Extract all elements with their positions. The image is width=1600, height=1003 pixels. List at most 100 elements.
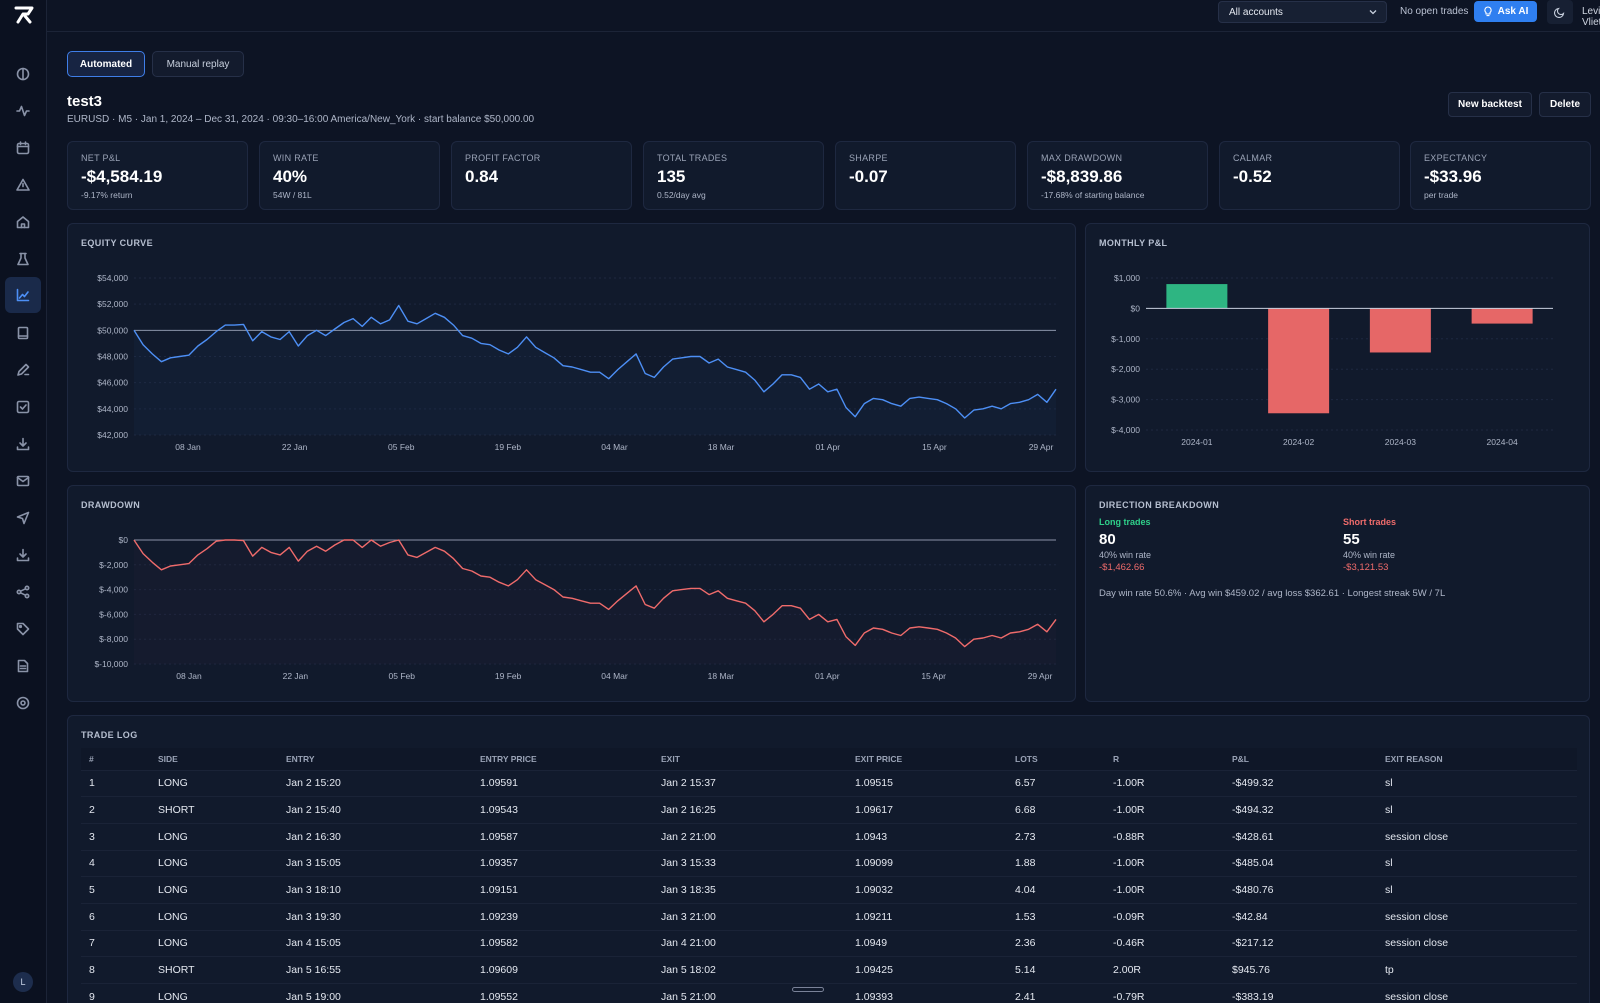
table-cell: -$480.76: [1224, 876, 1377, 904]
sidebar-item-chart[interactable]: [5, 277, 41, 313]
open-trades-status: No open trades: [1400, 6, 1469, 17]
table-cell: session close: [1377, 983, 1577, 1003]
table-row[interactable]: 1 LONG Jan 2 15:20 1.09591 Jan 2 15:37 1.0951…: [81, 769, 1577, 797]
x-tick-label: 22 Jan: [283, 671, 309, 681]
sidebar-item-send[interactable]: [11, 506, 35, 530]
column-header[interactable]: ENTRY PRICE: [472, 748, 653, 770]
stat-label: MAX DRAWDOWN: [1041, 153, 1123, 163]
column-header[interactable]: P&L: [1224, 748, 1377, 770]
long-pnl: -$1,462.66: [1099, 562, 1145, 573]
sidebar-item-notebook[interactable]: [11, 321, 35, 345]
table-cell: -1.00R: [1105, 769, 1224, 797]
document-icon: [17, 659, 29, 673]
user-avatar[interactable]: L: [13, 972, 33, 992]
table-cell: session close: [1377, 902, 1577, 931]
sidebar-item-target[interactable]: [11, 691, 35, 715]
stat-value: 135: [657, 167, 686, 186]
sidebar-item-mail[interactable]: [11, 469, 35, 493]
column-header[interactable]: ENTRY: [278, 748, 472, 770]
drawdown-card: DRAWDOWN $0 $-2,000 $-4,000 $-6,000 $-8,000 $…: [67, 485, 1076, 702]
stat-card: PROFIT FACTOR 0.84: [451, 141, 632, 210]
table-cell: 5.14: [1007, 956, 1105, 984]
account-select[interactable]: All accounts: [1218, 1, 1387, 23]
table-cell: Jan 5 19:00: [278, 983, 472, 1003]
table-cell: SHORT: [150, 796, 278, 824]
ask-ai-button[interactable]: Ask AI: [1474, 1, 1537, 22]
stat-value: 40%: [273, 167, 308, 186]
delete-button[interactable]: Delete: [1539, 92, 1591, 117]
table-row[interactable]: 6 LONG Jan 3 19:30 1.09239 Jan 3 21:00 1.0921…: [81, 902, 1577, 931]
sidebar-item-pen[interactable]: [11, 358, 35, 382]
table-cell: -$499.32: [1224, 769, 1377, 797]
table-cell: tp: [1377, 956, 1577, 984]
table-cell: Jan 2 15:40: [278, 796, 472, 824]
short-trades-column: Short trades 55 40% win rate -$3,121.53: [1343, 517, 1396, 573]
monthly-pnl-chart: $1,000 $0 $-1,000 $-2,000 $-3,000 $-4,000 2024…: [1111, 273, 1553, 447]
series-line: [133, 539, 1057, 648]
chevron-down-icon: [1369, 10, 1377, 15]
table-row[interactable]: 5 LONG Jan 3 18:10 1.09151 Jan 3 18:35 1.0903…: [81, 876, 1577, 904]
direction-breakdown-title: DIRECTION BREAKDOWN: [1099, 500, 1220, 510]
series-area: [134, 305, 1056, 435]
table-row[interactable]: 2 SHORT Jan 2 15:40 1.09543 Jan 2 16:25 1.096…: [81, 796, 1577, 824]
theme-toggle-button[interactable]: [1547, 0, 1573, 24]
stat-label: CALMAR: [1233, 153, 1273, 163]
table-cell: 6.68: [1007, 796, 1105, 824]
bar: [1166, 284, 1228, 309]
sidebar-item-activity[interactable]: [11, 99, 35, 123]
table-row[interactable]: 8 SHORT Jan 5 16:55 1.09609 Jan 5 18:02 1.094…: [81, 956, 1577, 984]
table-cell: -1.00R: [1105, 849, 1224, 877]
tab-automated[interactable]: Automated: [67, 51, 145, 77]
table-cell: 4: [81, 849, 150, 877]
x-tick-label: 19 Feb: [495, 442, 522, 452]
table-cell: 5: [81, 876, 150, 904]
long-trades-count: 80: [1099, 531, 1116, 548]
column-header[interactable]: EXIT: [653, 748, 847, 770]
column-header[interactable]: SIDE: [150, 748, 278, 770]
column-header[interactable]: EXIT REASON: [1377, 748, 1577, 770]
share-icon: [16, 585, 30, 599]
table-cell: sl: [1377, 876, 1577, 904]
calendar-icon: [16, 141, 30, 155]
sidebar-item-document[interactable]: [11, 654, 35, 678]
new-backtest-button[interactable]: New backtest: [1448, 92, 1532, 117]
sidebar-item-tag[interactable]: [11, 617, 35, 641]
tab-manual-replay[interactable]: Manual replay: [152, 51, 244, 77]
table-cell: 1.09425: [847, 956, 1007, 984]
table-row[interactable]: 7 LONG Jan 4 15:05 1.09582 Jan 4 21:00 1.0949…: [81, 929, 1577, 957]
column-header[interactable]: EXIT PRICE: [847, 748, 1007, 770]
table-cell: 1.09151: [472, 876, 653, 904]
table-cell: session close: [1377, 929, 1577, 957]
app-logo[interactable]: [14, 6, 36, 24]
tag-icon: [16, 622, 30, 636]
table-cell: sl: [1377, 796, 1577, 824]
column-header[interactable]: LOTS: [1007, 748, 1105, 770]
pen-icon: [17, 363, 30, 376]
trade-log-card: TRADE LOG # SIDE ENTRY ENTRY PRICE EXIT EXIT …: [67, 715, 1590, 1003]
stat-value: -$4,584.19: [81, 167, 163, 186]
sidebar-item-import[interactable]: [11, 543, 35, 567]
user-name[interactable]: Levinio Vliet: [1582, 6, 1600, 28]
direction-summary: Day win rate 50.6% · Avg win $459.02 / a…: [1099, 588, 1446, 599]
x-tick-label: 18 Mar: [708, 442, 735, 452]
sidebar-item-calendar[interactable]: [11, 136, 35, 160]
table-cell: 9: [81, 983, 150, 1003]
sidebar-item-download[interactable]: [11, 432, 35, 456]
sidebar-item-checklist[interactable]: [11, 395, 35, 419]
sidebar-item-dashboard[interactable]: [11, 62, 35, 86]
table-row[interactable]: 3 LONG Jan 2 16:30 1.09587 Jan 2 21:00 1.0943…: [81, 822, 1577, 851]
sidebar-item-home[interactable]: [11, 210, 35, 234]
alert-icon: [16, 178, 30, 191]
sidebar-item-share[interactable]: [11, 580, 35, 604]
column-header[interactable]: R: [1105, 748, 1224, 770]
sidebar-item-flask[interactable]: [11, 247, 35, 271]
sidebar-item-alert[interactable]: [11, 173, 35, 197]
y-tick-label: $-10,000: [94, 659, 128, 669]
y-tick-label: $-1,000: [1111, 334, 1140, 344]
drawdown-title: DRAWDOWN: [81, 500, 141, 510]
table-row[interactable]: 4 LONG Jan 3 15:05 1.09357 Jan 3 15:33 1.0909…: [81, 849, 1577, 877]
stat-card: TOTAL TRADES 135 0.52/day avg: [643, 141, 824, 210]
column-header[interactable]: #: [81, 748, 150, 770]
table-row[interactable]: 9 LONG Jan 5 19:00 1.09552 Jan 5 21:00 1.0939…: [81, 983, 1577, 1003]
scroll-indicator[interactable]: [792, 987, 824, 992]
